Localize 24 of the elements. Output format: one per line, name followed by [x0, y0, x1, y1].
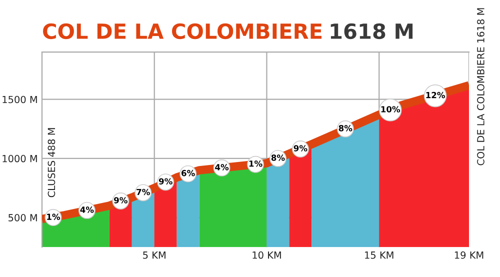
annotation: 6% [182, 170, 195, 176]
annotation: 4% [80, 206, 94, 213]
annotation: CLUSES 488 M [48, 128, 56, 198]
y-tick-label: 1000 M [2, 154, 37, 162]
x-tick-label: 5 KM [143, 252, 166, 259]
chart-title: COL DE LA COLOMBIERE [43, 23, 322, 40]
annotation: 1% [249, 160, 262, 167]
annotation: 9% [158, 178, 172, 184]
annotation: 12% [426, 92, 445, 98]
y-tick-label: 1500 M [2, 96, 37, 104]
chart-subtitle: 1618 M [330, 23, 413, 40]
x-tick-label: 19 KM [454, 251, 484, 259]
x-tick-label: 15 KM [365, 252, 394, 259]
annotation: 7% [136, 188, 150, 196]
annotation: 9% [114, 197, 128, 204]
annotation: 8% [338, 125, 352, 132]
annotation: 9% [294, 145, 308, 152]
y-tick-label: 500 M [8, 214, 37, 222]
annotation: 1% [47, 214, 60, 220]
annotation: 4% [215, 164, 229, 170]
annotation: COL DE LA COLOMBIERE 1618 M [477, 8, 484, 166]
annotation: 10% [381, 106, 400, 112]
annotation: 8% [271, 154, 285, 161]
x-tick-label: 10 KM [252, 251, 281, 259]
